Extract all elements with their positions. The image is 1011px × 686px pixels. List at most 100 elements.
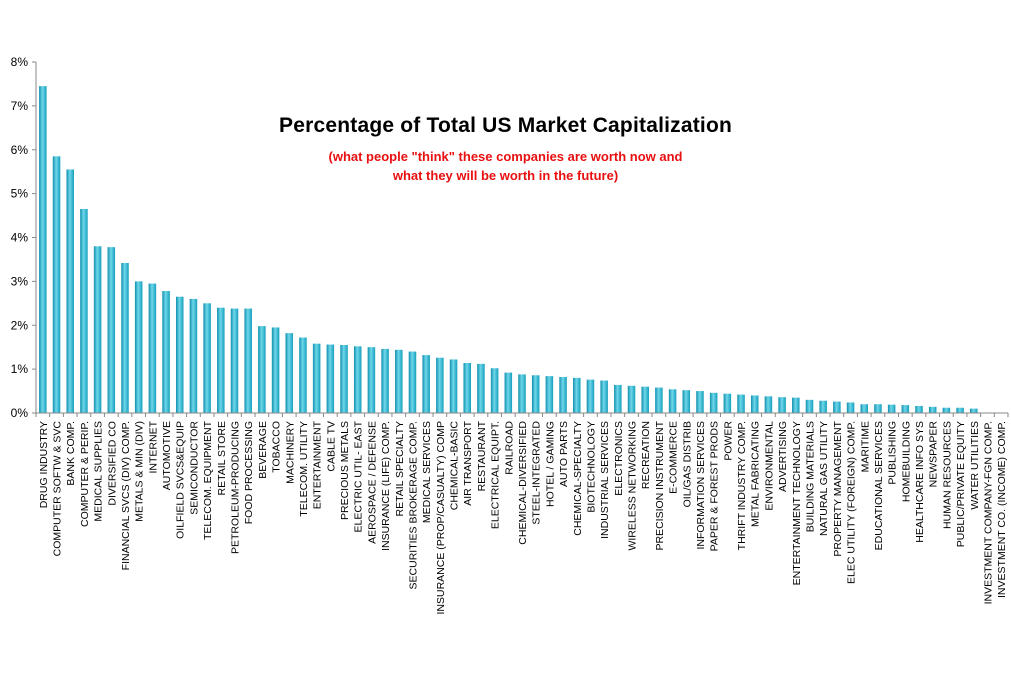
x-tick-label: BUILDING MATERIALS <box>804 421 816 532</box>
bar <box>970 408 978 413</box>
x-tick-label: HOTEL / GAMING <box>544 421 556 507</box>
y-tick-label: 2% <box>11 318 29 332</box>
x-tick-label: WIRELESS NETWORKING <box>627 421 639 551</box>
bar <box>641 386 649 413</box>
x-tick-label: HUMAN RESOURCES <box>941 421 953 529</box>
bar <box>490 368 499 413</box>
x-tick-label: INVESTMENT COMPANY-FGN COMP. <box>982 421 994 604</box>
x-tick-label: ELECTRONICS <box>613 421 625 496</box>
bar <box>942 407 951 413</box>
bar <box>39 86 47 413</box>
x-tick-label: RESTAURANT <box>476 420 488 491</box>
y-tick-label: 1% <box>11 362 29 376</box>
x-tick-label: INDUSTRIAL SERVICES <box>599 421 611 539</box>
x-tick-label: CHEMICAL-BASIC <box>449 421 461 511</box>
bar <box>668 389 677 413</box>
x-tick-label: CHEMICAL-SPECIALTY <box>572 421 584 536</box>
bar <box>395 349 403 413</box>
x-tick-label: THRIFT INDUSTRY COMP. <box>736 421 748 550</box>
y-tick-label: 0% <box>11 406 29 420</box>
bar <box>572 377 581 413</box>
x-tick-label: RETAIL STORE <box>216 421 228 496</box>
bar <box>778 397 786 413</box>
x-tick-label: MEDICAL SERVICES <box>421 421 433 523</box>
bar <box>792 397 800 413</box>
x-tick-label: RECREATION <box>640 421 652 489</box>
bar <box>504 372 513 413</box>
bar <box>107 247 116 413</box>
bar <box>928 406 937 413</box>
bar <box>915 405 923 413</box>
bar <box>381 348 389 413</box>
x-tick-label: METALS & MIN (DIV) <box>134 421 146 522</box>
x-tick-label: OILFIELD SVCS&EQUIP <box>175 421 187 539</box>
x-tick-label: COMPUTER & PERIP. <box>79 421 91 527</box>
x-tick-label: RAILROAD <box>503 421 515 475</box>
x-tick-label: NEWSPAPER <box>928 421 940 488</box>
x-tick-label: BANK COMP. <box>65 421 77 486</box>
x-tick-label: INSURANCE (LIFE) COMP. <box>380 421 392 551</box>
x-tick-label: AIR TRANSPORT <box>462 420 474 505</box>
x-tick-label: HEALTHCARE INFO SYS <box>914 421 926 543</box>
bar <box>463 362 472 413</box>
x-tick-label: DRUG INDUSTRY <box>38 421 50 508</box>
x-tick-label: NATURAL GAS UTILITY <box>818 421 830 536</box>
bars-group <box>39 86 978 414</box>
bar <box>162 291 170 413</box>
x-tick-label: PUBLISHING <box>887 421 899 485</box>
x-tick-label: SECURITIES BROKERAGE COMP. <box>407 421 419 589</box>
x-tick-label: PETROLEUM-PRODUCING <box>230 421 242 554</box>
bar <box>408 351 417 413</box>
bar <box>93 246 102 413</box>
bar <box>244 308 252 413</box>
x-tick-label: PAPER & FOREST PRODS <box>709 421 721 551</box>
bar <box>367 347 376 413</box>
bar <box>805 399 814 413</box>
bar <box>121 262 129 413</box>
y-tick-label: 4% <box>11 231 29 245</box>
x-tick-label: TELECOM. UTILITY <box>298 421 310 517</box>
y-tick-label: 7% <box>11 99 29 113</box>
x-tick-label: RETAIL SPECIALTY <box>394 421 406 517</box>
bar <box>545 376 554 413</box>
x-tick-label: OIL/GAS DISTRIB <box>681 421 693 507</box>
x-tick-label: INTERNET <box>147 420 159 473</box>
bar <box>750 395 759 413</box>
bar <box>285 333 294 413</box>
bar <box>203 303 211 413</box>
x-tick-label: AEROSPACE / DEFENSE <box>366 421 378 544</box>
bar <box>887 404 896 413</box>
x-tick-label: METAL FABRICATING <box>750 421 762 527</box>
x-tick-label: DIVERSIFIED CO <box>106 421 118 506</box>
bar <box>189 298 198 413</box>
x-tick-label: ENVIRONMENTAL <box>763 421 775 511</box>
bar <box>80 208 88 413</box>
x-tick-label: AUTOMOTIVE <box>161 421 173 490</box>
bar <box>614 384 622 413</box>
bar <box>258 326 266 413</box>
bar <box>436 357 444 413</box>
y-axis: 0% 1% 2% 3% 4% 5% 6% 7% 8% <box>11 55 37 420</box>
bar <box>531 375 540 413</box>
x-tick-label: ELECTRIC UTIL- EAST <box>353 420 365 532</box>
x-tick-label: INSURANCE (PROP/CASUALTY) COMP <box>435 421 447 615</box>
bar <box>559 377 567 413</box>
bar <box>627 385 636 413</box>
y-tick-label: 6% <box>11 143 29 157</box>
bar <box>326 344 335 413</box>
bar <box>340 344 348 413</box>
x-tick-label: MEDICAL SUPPLIES <box>93 421 105 522</box>
bar <box>518 374 526 413</box>
bar <box>353 346 362 413</box>
bar <box>709 392 718 413</box>
x-tick-label: INVESTMENT CO. (INCOME) COMP. <box>996 421 1008 598</box>
bar <box>148 283 157 413</box>
bar <box>901 405 910 413</box>
y-tick-label: 3% <box>11 274 29 288</box>
bar <box>422 355 430 413</box>
x-tick-label: PROPERTY MANAGEMENT <box>832 420 844 556</box>
x-tick-label: ELECTRICAL EQUIPT. <box>490 421 502 529</box>
x-tick-label: MACHINERY <box>284 421 296 484</box>
bar <box>956 407 964 413</box>
